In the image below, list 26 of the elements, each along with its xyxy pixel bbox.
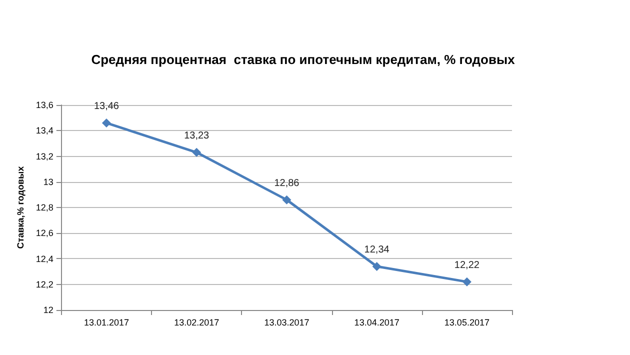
chart-title: Средняя процентная ставка по ипотечным кредитам, % годовых [91, 52, 516, 67]
x-tick-label: 13.04.2017 [354, 318, 400, 328]
point [462, 277, 472, 286]
point [102, 118, 111, 128]
x-tick-label: 13.01.2017 [84, 318, 129, 328]
data-label: 12,86 [274, 178, 300, 189]
y-tick-label: 13,4 [36, 126, 54, 136]
y-tick-label: 12 [43, 305, 54, 315]
data-label: 12,34 [364, 244, 390, 256]
data-label: 13,46 [94, 100, 120, 112]
x-tick-label: 13.05.2017 [444, 318, 490, 328]
data-label: 13,23 [184, 130, 210, 142]
y-tick-label: 12,4 [36, 254, 54, 264]
x-tick-label: 13.03.2017 [264, 318, 310, 328]
y-tick-label: 12,2 [36, 279, 54, 290]
point [282, 195, 292, 204]
y-tick-label: 13,6 [36, 100, 54, 110]
y-axis-title: Ставка,% годовых [16, 166, 26, 249]
y-tick-label: 13,2 [36, 151, 54, 162]
point [192, 148, 202, 157]
y-tick-label: 12,6 [36, 228, 54, 238]
x-tick-label: 13.02.2017 [174, 318, 220, 328]
data-label: 12,22 [454, 260, 480, 271]
y-tick-label: 12,8 [36, 202, 54, 212]
point [372, 262, 382, 271]
y-tick-label: 13 [43, 176, 54, 187]
